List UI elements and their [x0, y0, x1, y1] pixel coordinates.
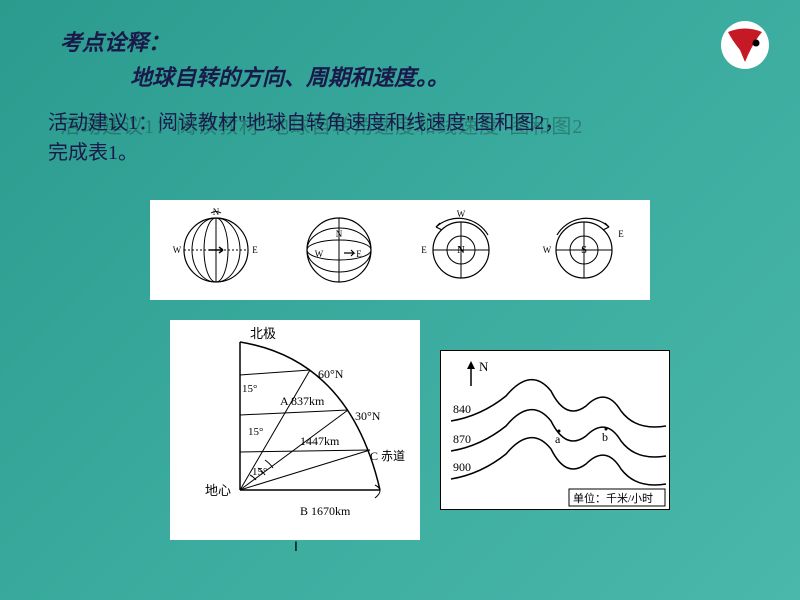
globe-south-polar: S W E	[529, 205, 639, 295]
label-w: W	[543, 245, 552, 255]
linear-speed-contour-map: N 840 870 900 a b 单位：千米/小时	[440, 350, 670, 510]
lat-equator: C 赤道	[370, 449, 405, 463]
unit-label: 单位：千米/小时	[573, 491, 653, 505]
label-w: W	[173, 245, 182, 255]
contour-840: 840	[453, 402, 471, 416]
angle-15-1: 15°	[242, 383, 257, 395]
globe-side-view: N W E	[161, 205, 271, 295]
north-pole-label: 北极	[250, 326, 276, 341]
globe-tilted-view: N W E	[284, 205, 394, 295]
label-e: E	[253, 245, 259, 255]
speed-1447: 1447km	[300, 434, 340, 448]
angle-15-2: 15°	[248, 426, 263, 438]
angle-15-3: 15°	[252, 466, 267, 478]
lat-60n: 60°N	[318, 367, 344, 381]
speed-1670: B 1670km	[300, 504, 351, 518]
activity-line2: 完成表1。	[48, 142, 138, 164]
brand-logo	[720, 20, 770, 70]
contour-870: 870	[453, 432, 471, 446]
earth-center-label: 地心	[205, 483, 231, 498]
contour-900: 900	[453, 460, 471, 474]
earth-cross-section-diagram: 北极 地心 15° 15° 15° 60°N A 837km 30°N 1447…	[170, 320, 420, 540]
label-e: E	[422, 245, 428, 255]
speed-837: A 837km	[280, 394, 325, 408]
label-center: S	[581, 245, 587, 256]
label-center: N	[458, 245, 466, 256]
point-a: a	[555, 432, 561, 446]
label-w: W	[315, 249, 324, 259]
topic-text: 地球自转的方向、周期和速度。。	[130, 60, 449, 92]
globe-north-polar: N E W	[406, 205, 516, 295]
label-n: N	[336, 229, 343, 239]
lat-30n: 30°N	[355, 409, 381, 423]
point-b: b	[602, 430, 608, 444]
label-e: E	[356, 249, 362, 259]
topic-label: 考点诠释：	[60, 25, 170, 57]
label-w: W	[457, 209, 466, 219]
north-arrow-label: N	[479, 359, 489, 374]
activity-line1: 活动建议1：阅读教材"地球自转角速度和线速度"图和图2，	[48, 112, 564, 134]
rotation-direction-diagrams: N W E N W E N E W S W E	[150, 200, 650, 300]
label-e: E	[618, 229, 624, 239]
text-cursor: I	[294, 538, 298, 554]
activity-suggestion: 活动建议1：阅读教材"地球自转角速度和线速度"图和图2， 完成表1。	[48, 108, 760, 168]
